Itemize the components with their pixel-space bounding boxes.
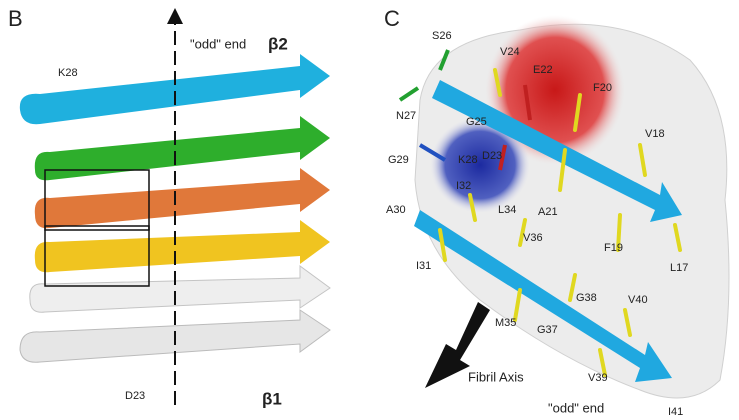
residue-label: L17 <box>670 262 688 274</box>
residue-label: M35 <box>495 317 516 329</box>
residue-label: G29 <box>388 154 409 166</box>
residue-label: F19 <box>604 242 623 254</box>
residue-label: I31 <box>416 260 431 272</box>
residue-label: V39 <box>588 372 608 384</box>
residue-label: "odd" end <box>190 36 246 51</box>
residue-label: β2 <box>268 34 288 53</box>
residue-label: V24 <box>500 46 520 58</box>
residue-label: G37 <box>537 324 558 336</box>
arrow-head <box>167 8 183 24</box>
residue-label: D23 <box>125 390 145 402</box>
residue-label: β1 <box>262 389 282 408</box>
residue-label: I41 <box>668 406 683 418</box>
side-chain <box>400 88 418 100</box>
residue-label: A21 <box>538 206 558 218</box>
figure: B C "odd" end β2 K28 D23 β1 S26 V24 E22 F20 N27 G25 D… <box>0 0 739 420</box>
residue-label: "odd" end <box>548 400 604 415</box>
panel-letter: C <box>384 6 400 31</box>
strand <box>30 266 330 312</box>
residue-label: I32 <box>456 180 471 192</box>
residue-label: V36 <box>523 232 543 244</box>
residue-label: V40 <box>628 294 648 306</box>
residue-label: G38 <box>576 292 597 304</box>
residue-label: A30 <box>386 204 406 216</box>
residue-label: G25 <box>466 116 487 128</box>
residue-label: V18 <box>645 128 665 140</box>
residue-label: F20 <box>593 82 612 94</box>
residue-label: N27 <box>396 110 416 122</box>
residue-label: S26 <box>432 30 452 42</box>
residue-label: D23 <box>482 150 502 162</box>
residue-label: Fibril Axis <box>468 369 524 384</box>
strand <box>35 220 330 272</box>
panel-letter: B <box>8 6 23 31</box>
residue-label: E22 <box>533 64 553 76</box>
strand <box>35 168 330 228</box>
panel-c-surface <box>400 15 729 398</box>
residue-label: L34 <box>498 204 516 216</box>
residue-label: K28 <box>58 67 78 79</box>
residue-label: K28 <box>458 154 478 166</box>
